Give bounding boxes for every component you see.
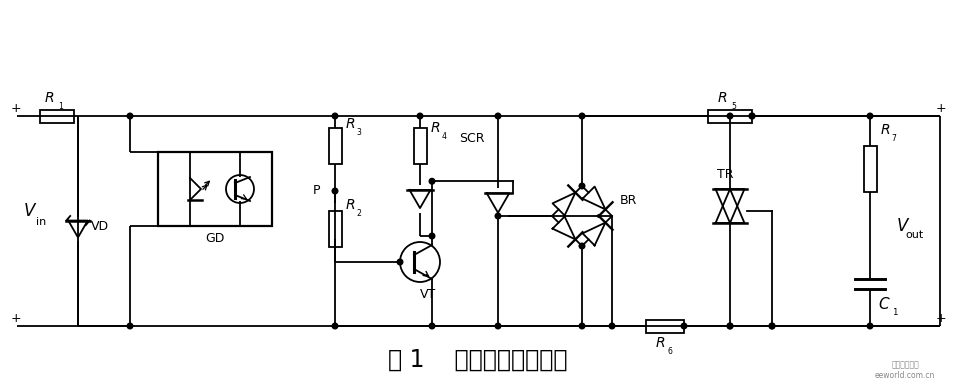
Circle shape	[332, 113, 338, 119]
Circle shape	[769, 323, 775, 329]
Text: $R$: $R$	[44, 91, 55, 105]
Circle shape	[417, 113, 423, 119]
Bar	[708, 109, 752, 122]
Text: in: in	[35, 217, 46, 227]
Circle shape	[495, 113, 501, 119]
Text: 电子工程世界
eeworld.com.cn: 电子工程世界 eeworld.com.cn	[875, 360, 935, 380]
Text: +: +	[11, 313, 21, 326]
Circle shape	[749, 113, 755, 119]
Text: $_1$: $_1$	[892, 306, 899, 318]
Text: TR: TR	[717, 169, 733, 182]
Bar	[328, 128, 342, 164]
Circle shape	[727, 323, 733, 329]
Circle shape	[495, 213, 501, 219]
Text: $V$: $V$	[896, 217, 910, 235]
Text: P: P	[313, 184, 321, 197]
Text: BR: BR	[620, 195, 637, 207]
Text: $_3$: $_3$	[356, 127, 363, 139]
Text: SCR: SCR	[459, 131, 485, 144]
Text: +: +	[11, 103, 21, 116]
Text: $C$: $C$	[878, 296, 891, 312]
Circle shape	[332, 188, 338, 194]
Circle shape	[127, 323, 133, 329]
Text: $V$: $V$	[23, 202, 37, 220]
Bar	[863, 146, 877, 192]
Circle shape	[429, 233, 434, 239]
Text: VT: VT	[420, 288, 436, 301]
Circle shape	[749, 113, 755, 119]
Text: $R$: $R$	[430, 121, 440, 135]
Bar	[158, 152, 272, 226]
Bar	[328, 211, 342, 247]
Text: $_7$: $_7$	[891, 133, 898, 145]
Circle shape	[429, 179, 434, 184]
Text: $R$: $R$	[717, 91, 727, 105]
Text: +: +	[936, 103, 946, 116]
Text: VD: VD	[91, 220, 109, 233]
Circle shape	[727, 113, 733, 119]
Circle shape	[579, 243, 585, 249]
Circle shape	[610, 323, 614, 329]
Circle shape	[397, 259, 403, 265]
Bar	[40, 109, 74, 122]
Circle shape	[727, 323, 733, 329]
Text: 图 1    固态继电器原理图: 图 1 固态继电器原理图	[389, 348, 568, 372]
Circle shape	[867, 323, 873, 329]
Text: $R$: $R$	[345, 198, 355, 212]
Circle shape	[867, 113, 873, 119]
Text: $_1$: $_1$	[57, 101, 64, 113]
Text: $R$: $R$	[345, 117, 355, 131]
Circle shape	[429, 323, 434, 329]
Circle shape	[681, 323, 687, 329]
Circle shape	[579, 183, 585, 189]
Bar	[413, 128, 427, 164]
Circle shape	[127, 113, 133, 119]
Text: $R$: $R$	[880, 123, 890, 137]
Circle shape	[495, 323, 501, 329]
Text: $_2$: $_2$	[356, 208, 363, 220]
Text: $R$: $R$	[655, 336, 665, 350]
Text: $_6$: $_6$	[667, 346, 673, 358]
Text: GD: GD	[206, 232, 225, 245]
Text: $_5$: $_5$	[731, 101, 737, 113]
Text: $_4$: $_4$	[441, 131, 448, 143]
Circle shape	[579, 113, 585, 119]
Circle shape	[769, 323, 775, 329]
Circle shape	[332, 323, 338, 329]
Circle shape	[579, 323, 585, 329]
Text: out: out	[906, 230, 924, 240]
Bar	[646, 319, 684, 333]
Text: +: +	[936, 313, 946, 326]
